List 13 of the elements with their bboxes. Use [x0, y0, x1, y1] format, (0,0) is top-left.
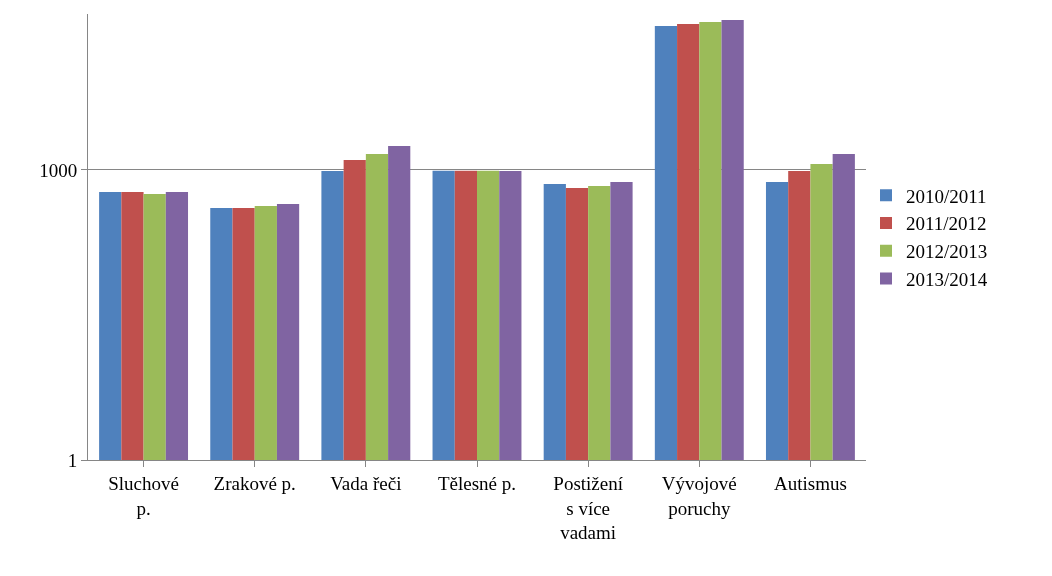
x-tick-label: Postižení s více vadami	[553, 472, 624, 544]
x-tick-label: Vada řeči	[330, 472, 402, 494]
x-tick-label: Autismus	[774, 472, 847, 494]
x-tick-label: Tělesné p.	[437, 472, 517, 494]
x-tick-label: Vývojové poruchy	[661, 472, 737, 519]
x-tick-label: Zrakové p.	[213, 472, 296, 494]
legend-label: 2010/2011	[906, 185, 987, 207]
legend-label: 2012/2013	[906, 241, 988, 263]
x-tick-label: Sluchové p.	[108, 472, 179, 519]
y-tick-label: 1000	[39, 159, 78, 181]
y-tick-label: 1	[67, 449, 78, 471]
legend-label: 2011/2012	[906, 213, 987, 235]
legend-label: 2013/2014	[906, 268, 988, 290]
